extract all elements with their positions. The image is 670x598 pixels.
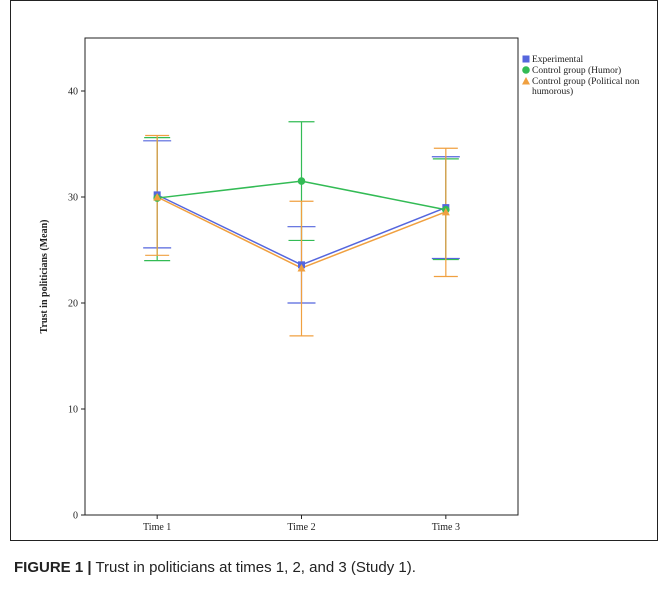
plot-area: 0 10 20 30 40 Time 1 Time 2 Time 3 Trust in poli… [39,37,519,533]
legend-label: humorous) [532,86,573,97]
y-tick-label: 10 [68,405,78,416]
figure-frame [10,0,658,540]
x-tick-label: Time 3 [432,522,460,533]
chart-svg: 0 10 20 30 40 Time 1 Time 2 Time 3 Trust in poli… [39,37,640,533]
figure-caption: FIGURE 1 | Trust in politicians at times… [14,559,416,576]
legend-marker [522,77,530,85]
data-point [297,264,306,272]
legend-label: Control group (Political non [532,76,640,87]
legend-marker [522,66,530,74]
y-axis-label: Trust in politicians (Mean) [39,220,50,334]
caption-text: Trust in politicians at times 1, 2, and … [91,559,416,576]
y-tick-label: 40 [68,87,78,98]
y-tick-label: 0 [73,511,78,522]
legend-marker [522,55,530,63]
caption-label: FIGURE 1 | [14,559,92,576]
y-tick-label: 30 [68,193,78,204]
data-point [153,193,162,201]
y-tick-label: 20 [68,299,78,310]
legend-label: Control group (Humor) [532,65,621,76]
figure-frame-divider [10,540,658,541]
x-tick-label: Time 2 [287,522,315,533]
data-point [441,207,450,216]
x-tick-label: Time 1 [143,522,171,533]
data-point [297,177,306,185]
legend-label: Experimental [532,55,584,65]
